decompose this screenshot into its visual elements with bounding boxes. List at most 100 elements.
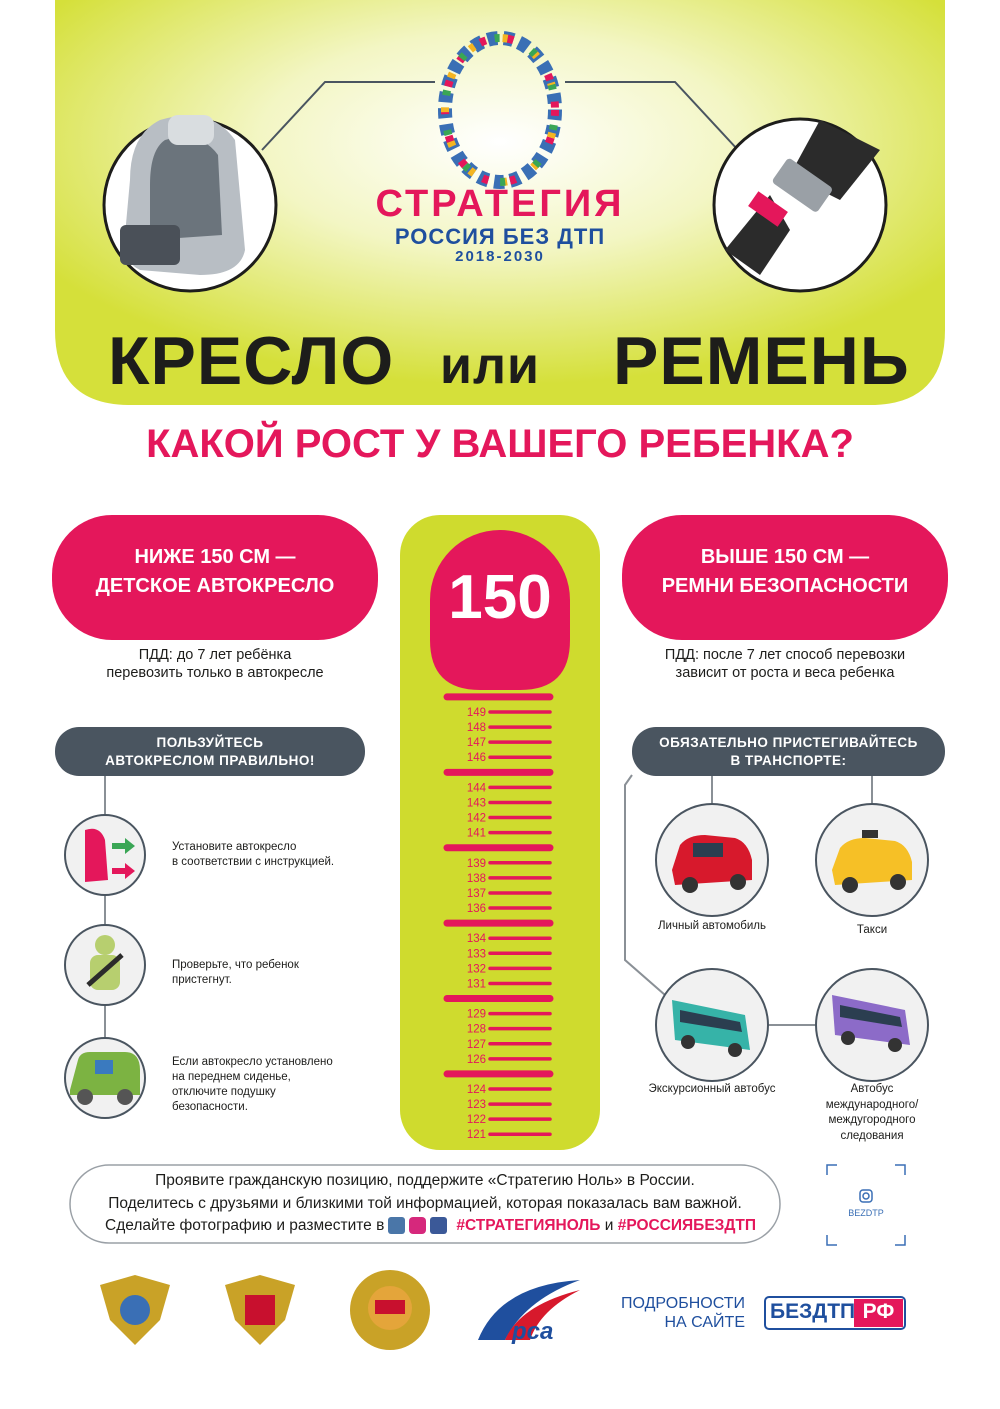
rsa-logo [478,1280,580,1340]
transport-title-pill [632,727,945,776]
hashtag: #РОССИЯБЕЗДТП [617,1217,757,1234]
tip-text: Установите автокресло в соответствии с ин… [172,840,334,870]
tip-text: Если автокресло установлено на переднем с… [172,1055,333,1115]
text-line: НА САЙТЕ [664,1314,746,1331]
text-line: ДЕТСКОЕ АВТОКРЕСЛО [95,575,335,597]
connector [261,81,435,151]
ruler-label: 138 [467,873,486,885]
ruler-label: 129 [467,1009,486,1021]
text-line: Личный автомобиль [658,920,766,932]
transport-label: Личный автомобиль [632,919,792,935]
text-line: РЕМНИ БЕЗОПАСНОСТИ [661,575,909,597]
transport-icon [815,968,929,1082]
text-line: перевозить только в автокресле [106,665,324,681]
tips-title-pill [55,727,365,776]
ruler-label: 141 [467,828,486,840]
text-line: Проверьте, что ребенок [172,959,299,971]
text-line: ОБЯЗАТЕЛЬНО ПРИСТЕГИВАЙТЕСЬ [659,735,918,750]
text-line: ПДД: до 7 лет ребёнка [138,647,292,663]
logo-title: СТРАТЕГИЯ [375,183,625,225]
car-seat-icon [120,115,245,275]
ruler-label: 148 [467,722,486,734]
text-line: Поделитесь с друзьями и близкими той инф… [108,1194,742,1212]
hashtag: #СТРАТЕГИЯНОЛЬ [456,1217,601,1234]
ruler-label: 147 [467,737,486,749]
text-line: Автобус [850,1083,894,1095]
ruler-ticks: 149 148 147 146 144 143 142 141 139 138 137 136 134 1… [443,693,554,1141]
logo-years: 2018-2030 [455,248,545,265]
emblem [100,1275,170,1345]
headline-middle: или [440,337,540,395]
ruler-label: 139 [467,858,486,870]
tip-text: Проверьте, что ребенок пристегнут. [172,958,299,988]
left-badge-text: НИЖЕ 150 СМ — ДЕТСКОЕ АВТОКРЕСЛО [52,543,378,601]
instagram-handle: BEZDTP [848,1208,884,1218]
site-zone-bg [854,1299,903,1327]
text-line: ПДД: после 7 лет способ перевозки [664,647,906,663]
ruler-label: 136 [467,903,486,915]
headline-left: КРЕСЛО [108,323,395,399]
transport-label: Такси [792,923,952,939]
ruler-label: 124 [467,1084,487,1096]
transport-title: ОБЯЗАТЕЛЬНО ПРИСТЕГИВАЙТЕСЬ В ТРАНСПОРТЕ: [632,734,945,770]
text-line: ВЫШЕ 150 СМ — [700,546,870,568]
text-line: на переднем сиденье, [172,1071,291,1083]
ruler-label: 133 [467,948,486,960]
text-line: безопасности. [172,1101,248,1113]
text-line: в соответствии с инструкцией. [172,856,335,868]
site-label: ПОДРОБНОСТИ НА САЙТЕ [610,1294,745,1332]
ruler-label: 137 [467,888,486,900]
question: КАКОЙ РОСТ У ВАШЕГО РЕБЕНКА? [146,422,854,466]
ruler-label: 122 [467,1114,486,1126]
text-line: Если автокресло установлено [172,1056,333,1068]
right-badge [622,515,948,640]
text-line: Экскурсионный автобус [648,1083,776,1095]
text-line: АВТОКРЕСЛОМ ПРАВИЛЬНО! [105,753,315,768]
footer-line3: Сделайте фотографию и разместите в #СТРАТ… [105,1215,756,1238]
ruler-label: 144 [467,782,487,794]
strategy-logo-mark [438,31,562,189]
text-line: Проявите гражданскую позицию, поддержите… [155,1172,695,1189]
text-line: ПОДРОБНОСТИ [621,1295,745,1312]
footer-text: Проявите гражданскую позицию, поддержите… [70,1170,780,1215]
emblem [350,1270,430,1350]
right-note: ПДД: после 7 лет способ перевозки зависит… [610,646,960,682]
ruler-label: 142 [467,813,486,825]
transport-label: Автобус международного/междугородного след… [792,1082,952,1144]
headline-right: РЕМЕНЬ [613,323,910,399]
ruler-label: 149 [467,707,486,719]
connector [624,774,666,996]
ruler-label: 128 [467,1024,486,1036]
text-line: отключите подушку [172,1086,276,1098]
tip-icon [64,924,146,1006]
text-line: пристегнут. [172,974,232,986]
text-line: В ТРАНСПОРТЕ: [730,753,847,768]
logo-subtitle: РОССИЯ БЕЗ ДТП [394,224,606,249]
footer-text: и [604,1217,614,1234]
text-line: следования [840,1129,904,1142]
tips-title: ПОЛЬЗУЙТЕСЬ АВТОКРЕСЛОМ ПРАВИЛЬНО! [55,734,365,770]
text-line: междугородного [828,1114,916,1126]
seatbelt-icon [725,120,880,275]
text-line: зависит от роста и веса ребенка [675,665,895,681]
left-note: ПДД: до 7 лет ребёнка перевозить только в… [40,646,390,682]
ruler-label: 127 [467,1039,486,1051]
header-panel [55,0,945,405]
tip-icon [64,1037,146,1119]
emblem [225,1275,295,1345]
ruler-top: 150 [448,563,552,632]
ruler-top-badge [430,530,570,690]
footer-box [69,1164,781,1244]
ruler-label: 146 [467,752,486,764]
rsa-text: рса [512,1318,554,1345]
text-line: Установите автокресло [172,841,297,853]
instagram-frame [826,1164,906,1246]
ruler-label: 126 [467,1054,486,1066]
text-line: ПОЛЬЗУЙТЕСЬ [156,735,264,750]
ruler-label: 143 [467,797,486,809]
text-line: Такси [856,924,888,936]
tip-icon [64,814,146,896]
transport-icon [815,803,929,917]
